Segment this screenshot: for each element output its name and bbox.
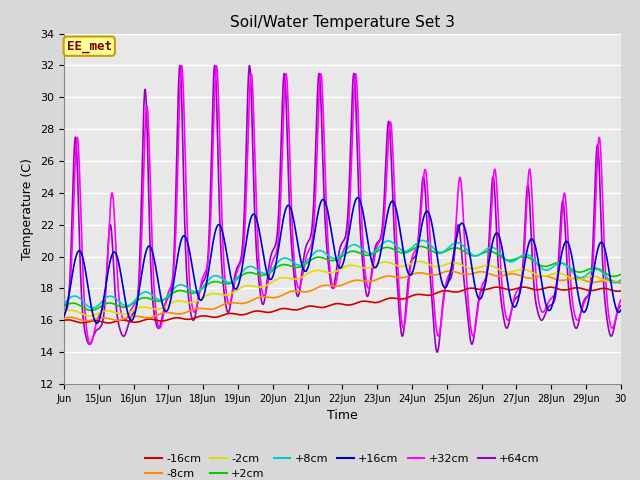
Y-axis label: Temperature (C): Temperature (C) bbox=[22, 158, 35, 260]
Title: Soil/Water Temperature Set 3: Soil/Water Temperature Set 3 bbox=[230, 15, 455, 30]
Text: EE_met: EE_met bbox=[67, 40, 112, 53]
X-axis label: Time: Time bbox=[327, 409, 358, 422]
Legend: -16cm, -8cm, -2cm, +2cm, +8cm, +16cm, +32cm, +64cm: -16cm, -8cm, -2cm, +2cm, +8cm, +16cm, +3… bbox=[141, 449, 544, 480]
